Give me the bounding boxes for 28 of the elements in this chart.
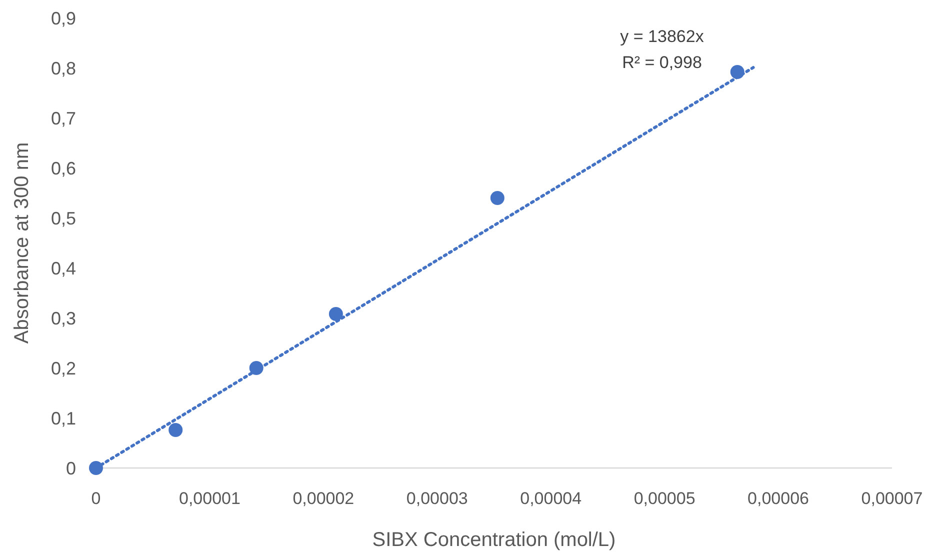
x-tick-label: 0,00003: [406, 489, 468, 508]
y-tick-label: 0: [66, 458, 76, 478]
x-tick-label: 0,00005: [634, 489, 696, 508]
y-axis-title: Absorbance at 300 nm: [11, 142, 33, 344]
y-tick-label: 0,6: [50, 158, 76, 178]
point: [730, 65, 744, 79]
y-tick-label: 0,9: [50, 8, 76, 28]
y-tick-label: 0,5: [50, 208, 76, 228]
y-tick-label: 0,2: [50, 358, 76, 378]
x-tick-label: 0,00002: [292, 489, 354, 508]
point: [168, 423, 183, 437]
point: [328, 307, 343, 321]
annotation: y = 13862x: [620, 26, 704, 46]
x-tick-label: 0,00004: [520, 489, 582, 508]
point: [490, 191, 504, 205]
point: [249, 361, 264, 375]
y-tick-label: 0,4: [50, 258, 76, 278]
point: [89, 461, 103, 475]
y-tick-label: 0,3: [50, 308, 76, 328]
x-tick-label: 0,00006: [748, 489, 810, 508]
y-tick-label: 0,8: [50, 58, 76, 78]
x-tick-label: 0,00007: [861, 489, 923, 508]
x-axis-title: SIBX Concentration (mol/L): [372, 529, 616, 551]
y-tick-label: 0,7: [50, 108, 76, 128]
x-tick-label: 0,00001: [178, 489, 240, 508]
y-tick-label: 0,1: [50, 408, 76, 428]
x-tick-label: 0: [91, 489, 101, 508]
annotation: R² = 0,998: [622, 52, 702, 72]
